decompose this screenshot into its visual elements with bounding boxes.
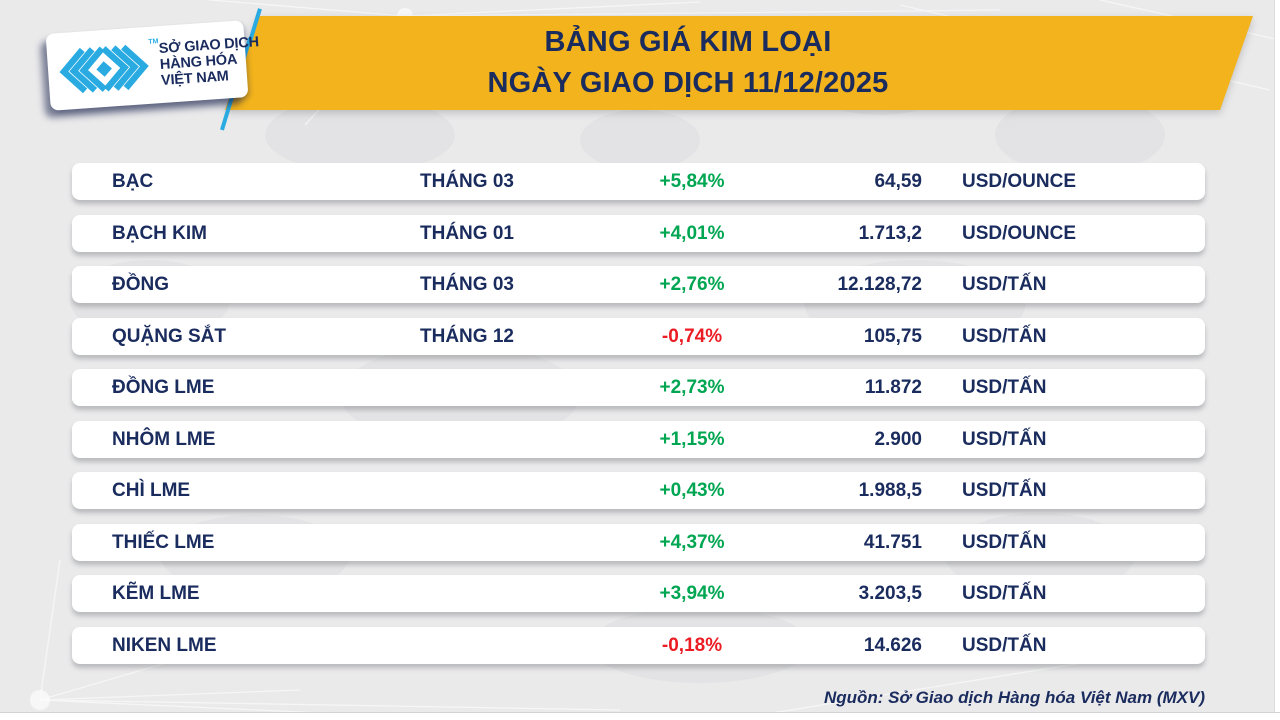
trademark-label: TM — [148, 38, 159, 46]
board-subtitle: NGÀY GIAO DỊCH 11/12/2025 — [487, 67, 889, 99]
table-row: CHÌ LME +0,43% 1.988,5 USD/TẤN — [72, 472, 1205, 509]
price-unit: USD/TẤN — [962, 377, 1047, 398]
table-row: ĐỒNG THÁNG 03 +2,76% 12.128,72 USD/TẤN — [72, 266, 1205, 303]
contract-month: THÁNG 01 — [420, 222, 514, 244]
change-percent: +2,76% — [659, 274, 725, 295]
change-percent: -0,74% — [661, 325, 723, 347]
mxv-logo-text: SỞ GIAO DỊCH HÀNG HÓA VIỆT NAM — [158, 34, 261, 89]
change-percent: +4,01% — [659, 222, 725, 244]
change-percent: +0,43% — [659, 480, 725, 501]
price-unit: USD/TẤN — [962, 634, 1047, 656]
table-row: NHÔM LME +1,15% 2.900 USD/TẤN — [72, 420, 1205, 458]
price-value: 2.900 — [874, 428, 922, 450]
price-value: 14.626 — [863, 634, 922, 656]
commodity-name: ĐỒNG — [112, 274, 169, 295]
change-percent: -0,18% — [661, 634, 723, 656]
page-margin-right — [1274, 0, 1280, 720]
price-value: 41.751 — [863, 531, 922, 553]
table-row: BẠCH KIM THÁNG 01 +4,01% 1.713,2 USD/OUN… — [72, 214, 1205, 252]
price-unit: USD/OUNCE — [962, 171, 1077, 192]
price-unit: USD/TẤN — [962, 531, 1047, 553]
table-row: NIKEN LME -0,18% 14.626 USD/TẤN — [72, 626, 1205, 664]
commodity-name: NIKEN LME — [112, 634, 217, 656]
price-unit: USD/TẤN — [962, 274, 1047, 295]
price-value: 64,59 — [874, 171, 922, 192]
table-row: KẼM LME +3,94% 3.203,5 USD/TẤN — [72, 575, 1205, 612]
header-banner-background: BẢNG GIÁ KIM LOẠI NGÀY GIAO DỊCH 11/12/2… — [225, 16, 1253, 110]
commodity-name: BẠCH KIM — [112, 222, 207, 244]
price-unit: USD/TẤN — [962, 583, 1047, 604]
price-value: 105,75 — [863, 325, 922, 347]
change-percent: +5,84% — [659, 171, 725, 192]
change-percent: +1,15% — [659, 428, 725, 450]
price-table: BẠC THÁNG 03 +5,84% 64,59 USD/OUNCE BẠCH… — [72, 163, 1205, 678]
commodity-name: THIẾC LME — [112, 531, 215, 553]
price-unit: USD/OUNCE — [962, 222, 1077, 244]
mxv-chevron-logo-icon — [59, 44, 149, 93]
commodity-name: NHÔM LME — [112, 428, 216, 450]
price-value: 12.128,72 — [837, 274, 922, 295]
price-value: 11.872 — [864, 377, 922, 398]
commodity-name: BẠC — [112, 171, 154, 192]
price-unit: USD/TẤN — [962, 428, 1047, 450]
contract-month: THÁNG 12 — [420, 325, 514, 347]
board-title: BẢNG GIÁ KIM LOẠI — [544, 26, 832, 58]
table-row: THIẾC LME +4,37% 41.751 USD/TẤN — [72, 523, 1205, 561]
change-percent: +3,94% — [659, 583, 725, 604]
contract-month: THÁNG 03 — [420, 171, 514, 192]
commodity-name: KẼM LME — [112, 583, 200, 604]
source-caption: Nguồn: Sở Giao dịch Hàng hóa Việt Nam (M… — [823, 688, 1205, 707]
price-value: 3.203,5 — [858, 583, 922, 604]
table-row: BẠC THÁNG 03 +5,84% 64,59 USD/OUNCE — [72, 163, 1205, 200]
commodity-name: CHÌ LME — [112, 480, 191, 501]
page-margin-bottom — [0, 712, 1280, 720]
change-percent: +2,73% — [659, 377, 725, 398]
mxv-logo-card: TM SỞ GIAO DỊCH HÀNG HÓA VIỆT NAM — [45, 20, 259, 111]
price-unit: USD/TẤN — [962, 325, 1047, 347]
price-value: 1.713,2 — [858, 222, 922, 244]
header-banner: BẢNG GIÁ KIM LOẠI NGÀY GIAO DỊCH 11/12/2… — [225, 16, 1253, 110]
commodity-name: ĐỒNG LME — [112, 377, 215, 398]
price-value: 1.988,5 — [858, 480, 922, 501]
price-unit: USD/TẤN — [962, 480, 1047, 501]
contract-month: THÁNG 03 — [420, 274, 514, 295]
change-percent: +4,37% — [659, 531, 725, 553]
commodity-name: QUẶNG SẮT — [112, 325, 226, 347]
table-row: QUẶNG SẮT THÁNG 12 -0,74% 105,75 USD/TẤN — [72, 317, 1205, 355]
table-row: ĐỒNG LME +2,73% 11.872 USD/TẤN — [72, 369, 1205, 406]
